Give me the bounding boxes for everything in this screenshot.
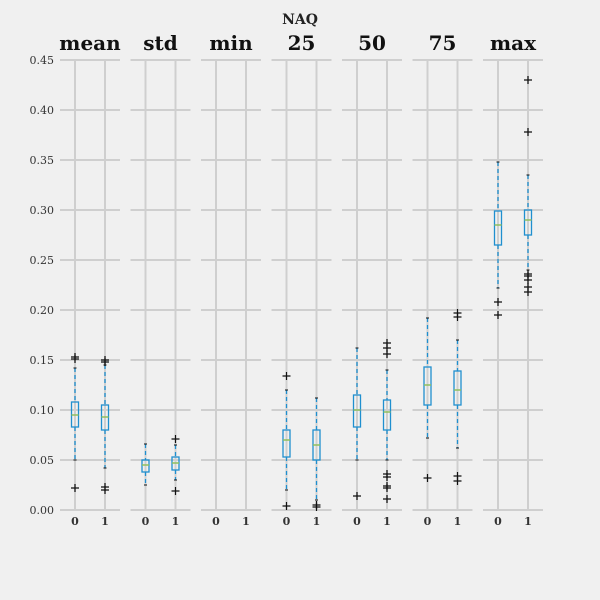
flier-point	[383, 495, 391, 503]
box	[493, 210, 503, 246]
y-tick-label: 0.30	[30, 204, 55, 217]
y-tick-label: 0.20	[30, 304, 55, 317]
x-tick-label: 1	[172, 515, 180, 528]
flier-point	[494, 298, 502, 306]
panel-50: 50 0 1	[352, 31, 392, 528]
x-tick-label: 1	[454, 515, 462, 528]
x-tick-label: 0	[71, 515, 79, 528]
flier-point	[383, 482, 391, 490]
y-tick-label: 0.40	[30, 104, 55, 117]
x-tick-label: 0	[353, 515, 361, 528]
flier-point	[71, 484, 79, 492]
flier-point	[101, 356, 109, 364]
x-tick-label: 0	[142, 515, 150, 528]
y-tick-label: 0.25	[30, 254, 55, 267]
panel-title: min	[209, 31, 253, 55]
panel-title: std	[143, 31, 177, 55]
flier-point	[353, 492, 361, 500]
flier-point	[383, 470, 391, 478]
flier-point	[524, 76, 532, 84]
x-tick-label: 1	[101, 515, 109, 528]
flier-point	[524, 283, 532, 291]
panel-title: 50	[358, 31, 386, 55]
panel-title: 75	[429, 31, 457, 55]
y-axis: 0.00 0.05 0.10 0.15 0.20 0.25 0.30 0.35 0.40 0.45	[30, 54, 55, 517]
panel-title: 25	[288, 31, 316, 55]
x-tick-label: 0	[494, 515, 502, 528]
flier-point	[282, 502, 291, 510]
panel-title: mean	[59, 31, 121, 55]
x-tick-label: 0	[212, 515, 220, 528]
flier-point	[101, 483, 109, 491]
chart-title: NAQ	[282, 12, 318, 28]
panel-title: max	[490, 31, 537, 55]
y-tick-label: 0.15	[30, 354, 55, 367]
box	[382, 399, 392, 431]
flier-point	[282, 372, 291, 380]
panels: mean 0 1 std 0 1 min 0 1 25 0 1 50 0 1 75 0 1 max 0 1	[59, 31, 537, 528]
box	[352, 394, 362, 428]
flier-point	[383, 339, 391, 347]
flier-point	[423, 474, 432, 482]
flier-point	[494, 311, 502, 319]
flier-point	[171, 487, 180, 495]
flier-point	[453, 309, 462, 317]
flier-point	[71, 353, 79, 361]
box	[453, 370, 462, 406]
y-tick-label: 0.10	[30, 404, 55, 417]
x-tick-label: 1	[524, 515, 532, 528]
panel-75: 75 0 1	[423, 31, 462, 528]
flier-point	[171, 435, 180, 443]
panel-25: 25 0 1	[282, 31, 321, 528]
flier-point	[524, 270, 532, 278]
y-tick-label: 0.00	[30, 504, 55, 517]
flier-point	[453, 472, 462, 480]
x-tick-label: 1	[383, 515, 391, 528]
box	[282, 429, 291, 458]
x-tick-label: 1	[313, 515, 321, 528]
box	[523, 209, 533, 236]
flier-point	[524, 128, 532, 136]
x-tick-label: 0	[283, 515, 291, 528]
panel-max: max 0 1	[490, 31, 537, 528]
x-tick-label: 0	[424, 515, 432, 528]
panel-mean: mean 0 1	[59, 31, 121, 528]
box	[423, 366, 432, 406]
box	[141, 459, 150, 473]
panel-min: min 0 1	[209, 31, 253, 528]
y-tick-label: 0.45	[30, 54, 55, 67]
x-tick-label: 1	[242, 515, 250, 528]
panel-std: std 0 1	[141, 31, 180, 528]
y-tick-label: 0.35	[30, 154, 55, 167]
y-tick-label: 0.05	[30, 454, 55, 467]
flier-point	[312, 501, 321, 509]
